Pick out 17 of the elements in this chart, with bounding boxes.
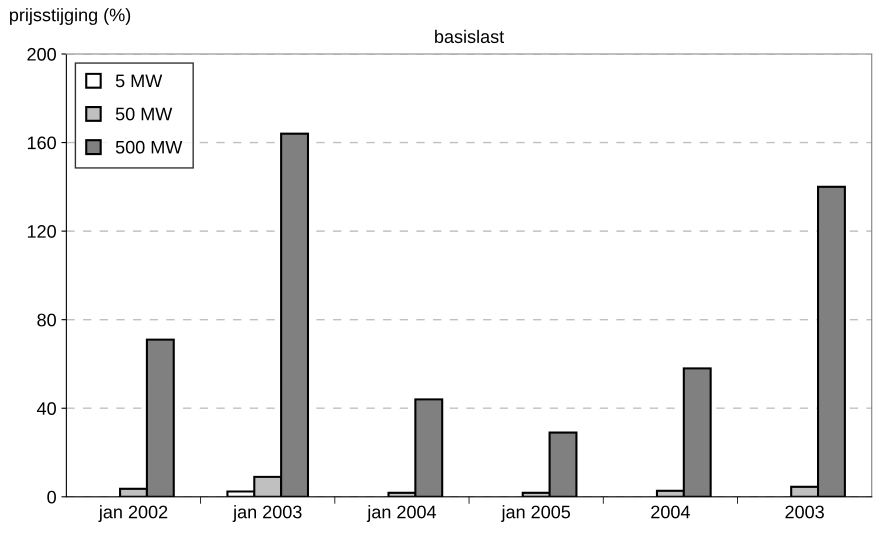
y-tick-label: 200 [27, 48, 56, 61]
x-tick-label: jan 2005 [501, 505, 570, 522]
chart-title: basislast [435, 30, 504, 44]
y-axis-title: prijsstijging (%) [10, 8, 130, 25]
y-tick-label: 80 [37, 314, 56, 326]
legend-label: 5 MW [116, 74, 162, 88]
y-tick-label: 120 [28, 225, 56, 238]
legend-label: 50 MW [116, 108, 172, 120]
y-tick-label: 160 [28, 136, 56, 150]
y-tick-label: 40 [36, 402, 56, 415]
y-tick-label: 0 [47, 490, 56, 504]
legend-label: 500 MW [116, 140, 182, 154]
x-tick-label: 2004 [651, 506, 690, 518]
x-tick-label: jan 2003 [232, 505, 302, 522]
x-tick-label: jan 2002 [98, 505, 168, 522]
x-tick-label: jan 2004 [366, 505, 436, 522]
x-tick-label: 2003 [785, 506, 824, 518]
